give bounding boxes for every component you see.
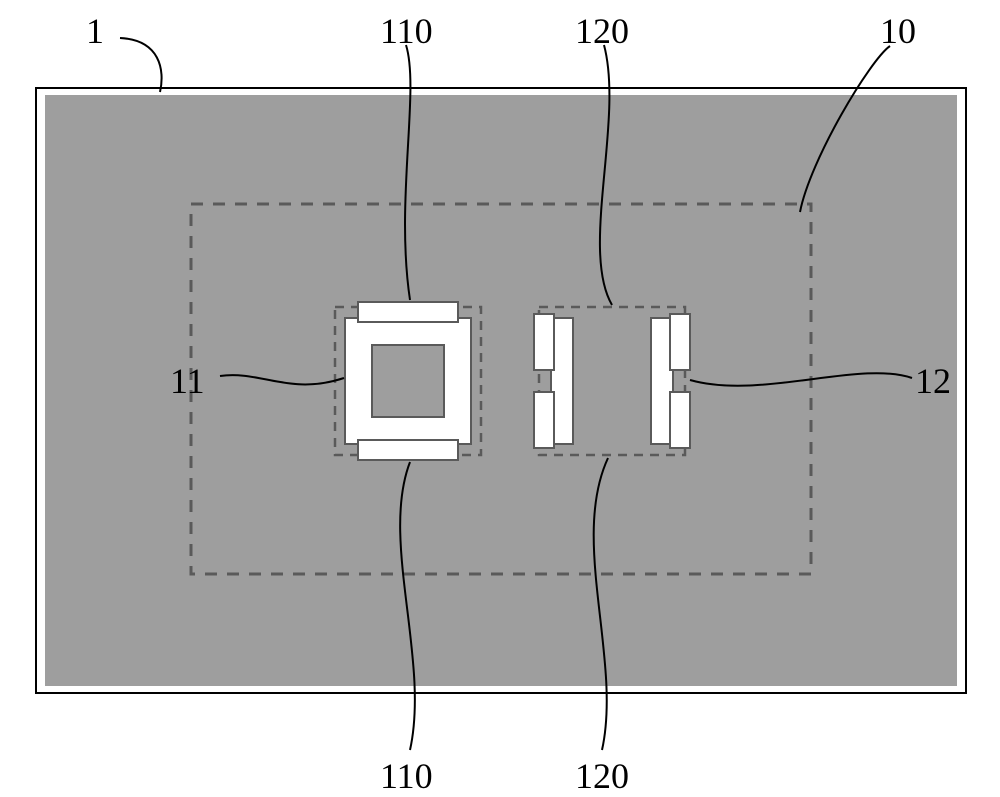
label-12: 12 bbox=[915, 360, 951, 402]
label-110a: 110 bbox=[380, 10, 433, 52]
label-110b: 110 bbox=[380, 755, 433, 797]
figure-svg bbox=[0, 0, 1000, 795]
label-11: 11 bbox=[170, 360, 205, 402]
label-120b: 120 bbox=[575, 755, 629, 797]
label-1: 1 bbox=[86, 10, 104, 52]
label-10: 10 bbox=[880, 10, 916, 52]
technical-figure: 1 110 120 10 11 12 110 120 bbox=[0, 0, 1000, 795]
label-120a: 120 bbox=[575, 10, 629, 52]
